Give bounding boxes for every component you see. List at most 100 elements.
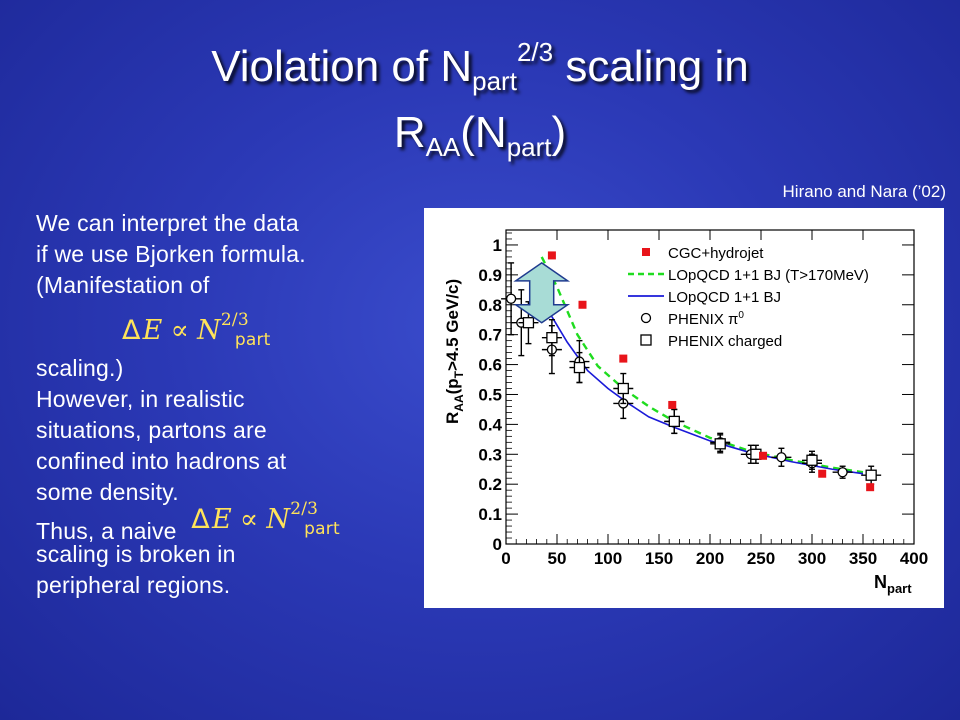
x-axis-label-sub: part — [887, 581, 912, 596]
title-superscript: 2/3 — [516, 37, 554, 67]
point-cgc-hydrojet — [547, 251, 556, 260]
y-axis-label-part: (p — [443, 378, 462, 394]
y-tick-label: 0.2 — [478, 475, 502, 494]
point-cgc-hydrojet — [578, 300, 587, 309]
title-subscript-part: part — [472, 66, 517, 96]
x-tick-label: 50 — [548, 549, 567, 568]
y-axis-label-part: T — [452, 370, 466, 378]
point-phenix-charged — [522, 317, 535, 329]
formula-delta: Δ — [122, 315, 141, 346]
point-phenix-pi0 — [776, 452, 787, 463]
x-tick-label: 0 — [501, 549, 510, 568]
formula-superscript-2: 2/3 — [290, 499, 319, 519]
point-phenix-charged — [546, 332, 558, 344]
title-line-2: RAA(Npart) — [0, 107, 960, 173]
x-tick-label: 400 — [900, 549, 928, 568]
slide-title: Violation of Npart2/3 scaling in RAA(Npa… — [0, 26, 960, 173]
point-phenix-charged — [573, 361, 586, 374]
text-line-4: scaling.) — [36, 355, 124, 381]
double-arrow — [513, 261, 571, 324]
formula-n-2: N — [266, 504, 291, 535]
y-axis-label-part: >4.5 GeV/c) — [443, 279, 462, 371]
y-tick-label: 0.6 — [478, 356, 502, 375]
chart-legend: CGC+hydrojet LOpQCD 1+1 BJ (T>170MeV) LOpQ… — [628, 245, 869, 350]
text-line-11: peripheral regions. — [36, 572, 231, 598]
x-tick-label: 350 — [849, 549, 877, 568]
text-line-9-wrap: Thus, a naive Δ E ∝ N 2/3 part — [36, 499, 416, 544]
y-tick-label: 0 — [493, 535, 502, 554]
point-phenix-pi0 — [505, 293, 517, 304]
formula-superscript: 2/3 — [220, 310, 249, 330]
x-tick-label: 150 — [645, 549, 673, 568]
title-close: ) — [551, 108, 567, 157]
raa-chart: 0 50 100 150 200 250 300 350 400 0 0.1 0.2 0.3 0.4 0.5… — [424, 208, 944, 608]
point-phenix-charged — [617, 382, 629, 395]
legend-label: LOpQCD 1+1 BJ (T>170MeV) — [668, 267, 869, 284]
series-line-lopqcd-t170 — [540, 256, 864, 474]
text-line-5: However, in realistic — [36, 386, 245, 412]
text-line-8: some density. — [36, 479, 179, 505]
title-subscript-part-2: part — [506, 132, 552, 162]
formula-proportional-2: ∝ — [239, 504, 259, 535]
x-tick-label: 300 — [798, 549, 826, 568]
formula-energy-loss-2: Δ E ∝ N 2/3 part — [191, 499, 340, 539]
y-axis-label: RAA(pT>4.5 GeV/c) — [443, 279, 466, 424]
legend-label: CGC+hydrojet — [668, 245, 764, 262]
y-axis-label-part: R — [443, 412, 462, 424]
formula-e-2: E — [211, 504, 232, 535]
text-line-10: scaling is broken in — [36, 541, 236, 567]
point-phenix-charged — [668, 415, 680, 428]
formula-subscript-2: part — [304, 519, 340, 539]
formula-subscript: part — [234, 330, 271, 350]
text-line-6: situations, partons are — [36, 417, 267, 443]
text-line-7: confined into hadrons at — [36, 448, 287, 474]
formula-delta-2: Δ — [191, 504, 210, 535]
chart-ticks: 0 50 100 150 200 250 300 350 400 0 0.1 0.2 0.3 0.4 0.5… — [478, 230, 928, 568]
y-tick-label: 0.5 — [478, 385, 502, 404]
legend-marker-cgc — [642, 248, 650, 256]
point-phenix-pi0 — [837, 467, 848, 478]
y-tick-label: 0.4 — [478, 415, 502, 434]
point-cgc-hydrojet — [619, 354, 628, 363]
text-line-1: We can interpret the data — [36, 210, 299, 236]
point-cgc-hydrojet — [759, 451, 768, 460]
inline-formula-wrap: Δ E ∝ N 2/3 part — [183, 499, 353, 539]
point-cgc-hydrojet — [668, 400, 677, 409]
legend-marker-circle — [640, 312, 652, 324]
y-axis-label-part: AA — [452, 394, 466, 412]
formula-energy-loss: Δ E ∝ N 2/3 part — [122, 310, 271, 350]
chart-panel: 0 50 100 150 200 250 300 350 400 0 0.1 0.2 0.3 0.4 0.5… — [424, 208, 944, 608]
formula-proportional: ∝ — [170, 315, 190, 346]
legend-label: LOpQCD 1+1 BJ — [668, 289, 781, 306]
formula-n: N — [197, 315, 221, 346]
legend-label: PHENIX charged — [668, 333, 782, 350]
title-text-scaling: scaling in — [553, 42, 749, 91]
text-line-3: (Manifestation of — [36, 272, 210, 298]
title-text-main: Violation of N — [211, 42, 473, 91]
body-text: We can interpret the data if we use Bjor… — [36, 208, 416, 601]
series-line-lopqcd — [535, 280, 864, 475]
legend-label-sup: 0 — [738, 310, 744, 321]
point-phenix-charged — [806, 454, 818, 466]
legend-marker-square — [640, 334, 652, 346]
point-phenix-charged — [865, 469, 877, 481]
chart-series — [501, 251, 882, 492]
legend-label: PHENIX π0 — [668, 310, 744, 328]
point-phenix-charged — [714, 438, 726, 450]
point-cgc-hydrojet — [818, 469, 827, 478]
title-r: R — [393, 108, 426, 157]
y-tick-label: 0.8 — [478, 296, 502, 315]
y-tick-label: 0.9 — [478, 266, 502, 285]
text-line-9: Thus, a naive — [36, 518, 177, 544]
y-tick-label: 0.7 — [478, 326, 502, 345]
formula-e: E — [142, 315, 163, 346]
title-open-n: (N — [460, 108, 507, 157]
title-subscript-aa: AA — [425, 132, 461, 162]
title-line-1: Violation of Npart2/3 scaling in — [0, 26, 960, 107]
citation: Hirano and Nara (’02) — [782, 182, 946, 201]
x-tick-label: 250 — [747, 549, 775, 568]
y-tick-label: 0.1 — [478, 505, 502, 524]
point-cgc-hydrojet — [866, 483, 875, 492]
text-line-2: if we use Bjorken formula. — [36, 241, 306, 267]
x-tick-label: 100 — [594, 549, 622, 568]
